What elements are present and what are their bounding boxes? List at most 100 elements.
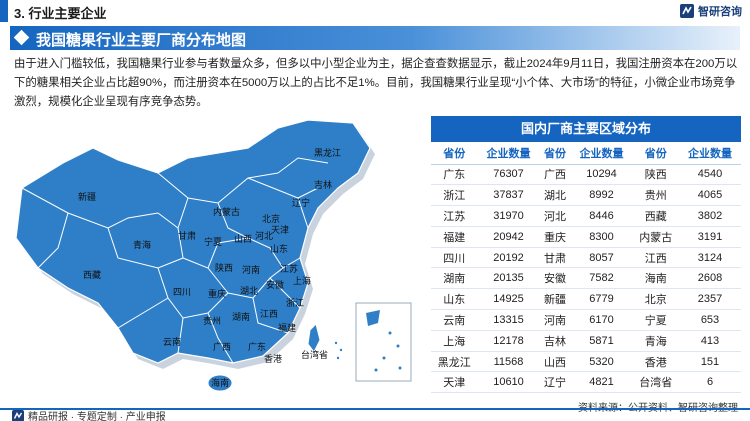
table-row: 江苏 31970 河北 8446 西藏 3802: [431, 205, 741, 227]
map-label-jilin: 吉林: [314, 179, 332, 191]
china-map-svg: 黑龙江 吉林 辽宁 内蒙古 北京 天津 河北 新疆 青海 甘肃 宁夏 山西 山东…: [15, 119, 412, 392]
cell-count-1: 13315: [477, 309, 540, 331]
cell-count-1: 31970: [477, 205, 540, 227]
title-band: 我国糖果行业主要厂商分布地图: [10, 26, 740, 50]
map-label-xizang: 西藏: [83, 269, 101, 281]
cell-province-1: 山东: [431, 288, 478, 311]
cell-province-3: 香港: [632, 351, 679, 373]
map-label-henan: 河南: [242, 264, 260, 276]
region-table: 省份 企业数量 省份 企业数量 省份 企业数量 广东 76307 广西 10294 陕西…: [431, 142, 741, 394]
province-labels: 黑龙江 吉林 辽宁 内蒙古 北京 天津 河北 新疆 青海 甘肃 宁夏 山西 山东…: [78, 147, 341, 389]
cell-count-1: 37837: [477, 184, 540, 207]
table-body: 广东 76307 广西 10294 陕西 4540 浙江 37837 湖北 8992 贵州 4065 江…: [431, 164, 741, 394]
cell-count-3: 413: [679, 330, 741, 352]
zhiyan-footer-icon: [12, 409, 24, 421]
cell-count-3: 3124: [679, 247, 741, 269]
cell-province-3: 北京: [632, 288, 679, 311]
brand-logo[interactable]: 智研咨询: [680, 3, 742, 19]
cell-count-3: 2608: [679, 267, 741, 290]
table-row: 福建 20942 重庆 8300 内蒙古 3191: [431, 226, 741, 248]
table-row: 云南 13315 河南 6170 宁夏 653: [431, 309, 741, 331]
intro-paragraph: 由于进入门槛较低，我国糖果行业参与者数量众多，但多以中小型企业为主，据企查查数据…: [14, 58, 738, 108]
cell-province-2: 河北: [539, 205, 571, 227]
footer-text: 精品研报 · 专题定制 · 产业申报: [28, 412, 166, 421]
cell-count-3: 653: [679, 309, 741, 331]
cell-count-3: 4065: [679, 184, 741, 207]
cell-count-1: 12178: [477, 330, 540, 352]
china-map: 黑龙江 吉林 辽宁 内蒙古 北京 天津 河北 新疆 青海 甘肃 宁夏 山西 山东…: [8, 118, 428, 403]
cell-province-3: 海南: [632, 267, 679, 290]
cell-province-1: 四川: [431, 247, 478, 269]
cell-count-1: 11568: [477, 351, 540, 373]
top-header: 3. 行业主要企业 智研咨询: [0, 0, 750, 22]
cell-province-1: 广东: [431, 164, 478, 186]
map-label-ningxia: 宁夏: [204, 236, 222, 248]
logo-text: 智研咨询: [698, 6, 742, 18]
cell-province-2: 河南: [539, 309, 571, 331]
cell-province-1: 浙江: [431, 184, 478, 207]
cell-count-3: 151: [679, 351, 741, 373]
cell-count-3: 3191: [679, 226, 741, 248]
cell-province-2: 辽宁: [539, 371, 571, 394]
cell-province-1: 江苏: [431, 205, 478, 227]
map-label-qinghai: 青海: [133, 239, 151, 251]
cell-province-2: 广西: [539, 164, 571, 186]
map-label-tianjin: 天津: [271, 225, 289, 236]
cell-count-3: 3802: [679, 205, 741, 227]
region-distribution-panel: 国内厂商主要区域分布 省份 企业数量 省份 企业数量 省份 企业数量 广东 763…: [431, 116, 741, 394]
cell-count-1: 20942: [477, 226, 540, 248]
table-row: 黑龙江 11568 山西 5320 香港 151: [431, 351, 741, 373]
cell-count-3: 4540: [679, 164, 741, 186]
map-label-shanxi: 山西: [234, 234, 252, 245]
header-province-1: 省份: [431, 142, 478, 165]
cell-count-2: 8300: [570, 226, 633, 248]
cell-count-1: 14925: [477, 288, 540, 311]
map-label-guangxi: 广西: [213, 341, 231, 353]
cell-province-3: 贵州: [632, 184, 679, 207]
cell-count-2: 10294: [570, 164, 633, 186]
map-label-hubei: 湖北: [240, 286, 258, 297]
cell-count-2: 4821: [570, 371, 633, 394]
map-label-chongqing: 重庆: [208, 288, 226, 300]
map-label-hainan: 海南: [211, 377, 229, 389]
cell-count-2: 7582: [570, 267, 633, 290]
cell-count-3: 2357: [679, 288, 741, 311]
map-label-guangdong: 广东: [248, 341, 266, 353]
cell-province-2: 安徽: [539, 267, 571, 290]
header-province-2: 省份: [539, 142, 571, 165]
diamond-icon: [13, 29, 30, 46]
map-label-heilongjiang: 黑龙江: [314, 147, 341, 159]
map-label-jiangsu: 江苏: [280, 263, 298, 275]
map-label-gansu: 甘肃: [178, 230, 196, 242]
map-label-fujian: 福建: [278, 322, 296, 334]
table-title: 国内厂商主要区域分布: [431, 116, 741, 142]
map-label-anhui: 安徽: [266, 279, 284, 291]
inset-land: [366, 310, 380, 326]
cell-count-2: 8992: [570, 184, 633, 207]
cell-count-1: 76307: [477, 164, 540, 186]
cell-count-3: 6: [679, 371, 741, 394]
map-label-liaoning: 辽宁: [292, 197, 310, 209]
map-label-hunan: 湖南: [232, 311, 250, 323]
map-label-zhejiang: 浙江: [286, 297, 304, 309]
cell-count-2: 8057: [570, 247, 633, 269]
map-label-neimenggu: 内蒙古: [213, 206, 240, 218]
map-label-xianggang: 香港: [264, 353, 282, 365]
cell-province-3: 江西: [632, 247, 679, 269]
map-label-jiangxi: 江西: [260, 309, 278, 320]
map-label-hebei: 河北: [255, 230, 273, 242]
cell-province-3: 西藏: [632, 205, 679, 227]
cell-province-1: 天津: [431, 371, 478, 394]
cell-count-2: 5871: [570, 330, 633, 352]
cell-count-1: 20135: [477, 267, 540, 290]
cell-province-3: 青海: [632, 330, 679, 352]
cell-province-3: 内蒙古: [632, 226, 679, 248]
table-row: 山东 14925 新疆 6779 北京 2357: [431, 288, 741, 311]
map-label-sichuan: 四川: [173, 288, 191, 298]
source-note: 资料来源：公开资料、智研咨询整理: [578, 399, 738, 414]
cell-province-3: 陕西: [632, 164, 679, 186]
cell-province-2: 山西: [539, 351, 571, 373]
header-count-3: 企业数量: [679, 142, 741, 165]
header-count-2: 企业数量: [570, 142, 633, 165]
cell-province-2: 吉林: [539, 330, 571, 352]
